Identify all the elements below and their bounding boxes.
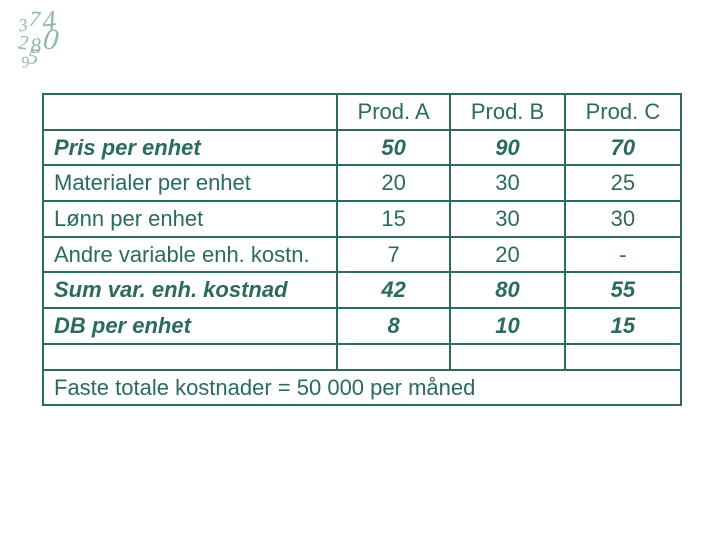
cell: 70: [565, 130, 681, 166]
row-label: Sum var. enh. kostnad: [43, 272, 337, 308]
cell: 20: [337, 165, 450, 201]
header-prod-a: Prod. A: [337, 94, 450, 130]
row-label: DB per enhet: [43, 308, 337, 344]
cell: 8: [337, 308, 450, 344]
header-prod-c: Prod. C: [565, 94, 681, 130]
table-row: Pris per enhet 50 90 70: [43, 130, 681, 166]
logo-digit: 5: [27, 48, 38, 66]
header-empty: [43, 94, 337, 130]
table-row: Materialer per enhet 20 30 25: [43, 165, 681, 201]
table-header-row: Prod. A Prod. B Prod. C: [43, 94, 681, 130]
table-footer-row: Faste totale kostnader = 50 000 per måne…: [43, 370, 681, 406]
cell: 10: [450, 308, 565, 344]
cell: 20: [450, 237, 565, 273]
cell: -: [565, 237, 681, 273]
numbers-logo: 3 7 4 2 8 0 9 5: [18, 8, 57, 73]
cell: 25: [565, 165, 681, 201]
table-row: DB per enhet 8 10 15: [43, 308, 681, 344]
cell: 15: [565, 308, 681, 344]
footer-text: Faste totale kostnader = 50 000 per måne…: [43, 370, 681, 406]
table-row: Sum var. enh. kostnad 42 80 55: [43, 272, 681, 308]
cell: 55: [565, 272, 681, 308]
header-prod-b: Prod. B: [450, 94, 565, 130]
row-label: Materialer per enhet: [43, 165, 337, 201]
row-label: Andre variable enh. kostn.: [43, 237, 337, 273]
cell: 30: [565, 201, 681, 237]
row-label: Pris per enhet: [43, 130, 337, 166]
logo-digit: 3: [18, 17, 28, 32]
cell: 50: [337, 130, 450, 166]
logo-digit: 0: [42, 28, 59, 54]
logo-digit: 7: [28, 10, 39, 28]
cost-table: Prod. A Prod. B Prod. C Pris per enhet 5…: [42, 93, 682, 406]
cell: 7: [337, 237, 450, 273]
table-row: Lønn per enhet 15 30 30: [43, 201, 681, 237]
cell: 80: [450, 272, 565, 308]
row-label: Lønn per enhet: [43, 201, 337, 237]
table-spacer-row: [43, 344, 681, 370]
cell: 30: [450, 165, 565, 201]
cell: 90: [450, 130, 565, 166]
cell: 15: [337, 201, 450, 237]
cell: 42: [337, 272, 450, 308]
cell: 30: [450, 201, 565, 237]
logo-digit: 2: [17, 35, 28, 52]
table-row: Andre variable enh. kostn. 7 20 -: [43, 237, 681, 273]
